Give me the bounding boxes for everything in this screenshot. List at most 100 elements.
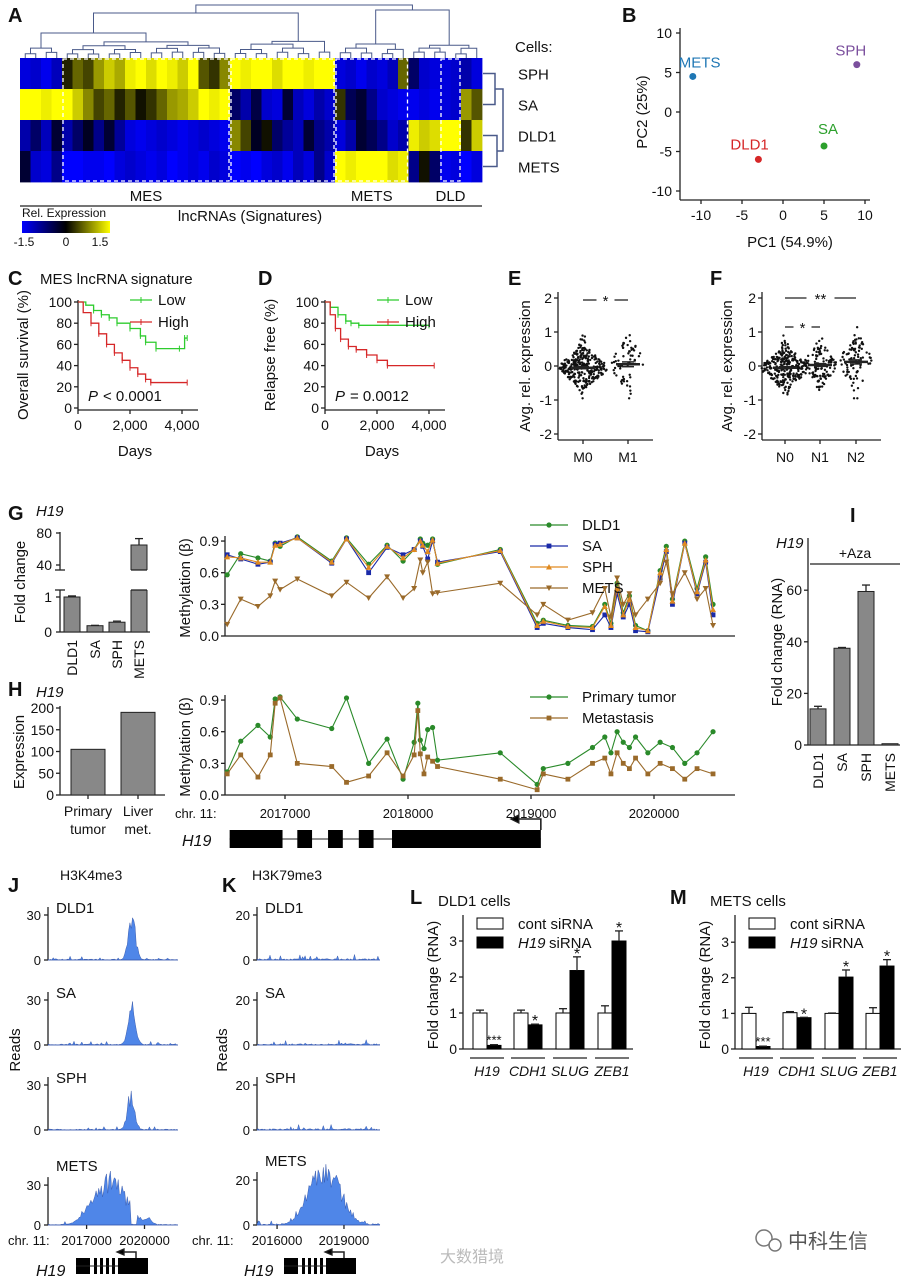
- data-point: [594, 375, 598, 379]
- data-point: [637, 354, 641, 358]
- row-dendrogram-branch: [483, 72, 496, 106]
- data-point: [762, 369, 765, 373]
- y-tick-label: 80: [303, 315, 319, 331]
- pca-point-label: SPH: [835, 43, 866, 60]
- exon: [118, 1258, 148, 1274]
- data-point: [593, 358, 596, 361]
- heatmap-cell: [125, 58, 136, 90]
- data-point: [614, 352, 618, 355]
- data-point: [865, 351, 868, 354]
- data-point: [587, 362, 591, 365]
- data-point: [818, 353, 821, 356]
- data-point: [586, 359, 589, 362]
- y-tick-label: 0: [243, 1123, 250, 1138]
- dendrogram-branch: [192, 51, 205, 58]
- heatmap-cell: [104, 151, 115, 183]
- data-point: [818, 349, 822, 353]
- heatmap-cell: [387, 58, 399, 90]
- y-tick-label: 40: [36, 557, 52, 573]
- heatmap-cell: [240, 120, 252, 152]
- data-point: [824, 377, 828, 380]
- legend-label: Metastasis: [582, 710, 654, 727]
- methylation-point: [620, 760, 626, 766]
- bar-cont-sirna: [824, 1012, 840, 1050]
- heatmap-cell: [356, 151, 367, 183]
- data-point: [576, 385, 579, 388]
- dendrogram-branch: [24, 53, 37, 58]
- legend-label: DLD1: [582, 517, 620, 534]
- x-tick-label: CDH1: [509, 1063, 547, 1079]
- data-point: [807, 359, 810, 363]
- y-tick-label: -5: [660, 144, 673, 160]
- methylation-point: [419, 542, 426, 548]
- dendrogram-branch: [434, 51, 446, 58]
- methylation-point: [384, 736, 390, 742]
- methylation-point: [224, 572, 230, 578]
- heatmap-cell: [261, 120, 273, 152]
- x-tick-label: -5: [736, 207, 749, 223]
- data-point: [584, 363, 587, 367]
- data-point: [771, 377, 775, 381]
- data-point: [849, 344, 852, 347]
- dendrogram-branch: [234, 52, 247, 58]
- data-point: [827, 373, 830, 376]
- dendrogram-branch: [255, 53, 268, 58]
- data-point: [787, 347, 790, 350]
- signature-label: MES: [130, 188, 163, 205]
- methylation-point: [254, 559, 261, 565]
- methylation-point: [267, 752, 273, 758]
- data-point: [781, 373, 785, 377]
- data-point: [622, 380, 626, 383]
- heatmap-cell: [198, 120, 210, 152]
- methylation-line-metastasis: [226, 696, 714, 791]
- x-tick-label: H19: [743, 1063, 769, 1079]
- data-point: [774, 362, 777, 366]
- x-tick-label: Primary: [64, 803, 112, 819]
- data-point: [781, 379, 785, 382]
- data-point: [814, 369, 817, 373]
- heatmap-cell: [429, 151, 441, 183]
- data-point: [783, 341, 787, 345]
- x-tick-label: SA: [834, 752, 850, 771]
- methylation-point: [365, 595, 372, 602]
- data-point: [573, 359, 577, 362]
- heatmap-cell: [408, 151, 420, 183]
- data-point: [848, 358, 851, 361]
- legend-marker: [546, 522, 552, 528]
- data-point: [600, 362, 604, 365]
- data-point: [568, 378, 571, 381]
- legend-label: siRNA: [549, 935, 592, 952]
- methylation-point: [602, 612, 608, 618]
- data-point: [617, 359, 620, 362]
- panel-label: H: [8, 679, 22, 701]
- data-point: [833, 367, 836, 370]
- methylation-point: [366, 570, 372, 576]
- data-point: [573, 352, 576, 355]
- significance-star: **: [815, 291, 827, 308]
- data-point: [799, 372, 803, 376]
- heatmap-cell: [167, 120, 178, 152]
- heatmap-cell: [230, 120, 241, 152]
- methylation-point: [415, 708, 421, 713]
- km-curve-high: [325, 301, 435, 367]
- p-value: < 0.0001: [103, 388, 162, 405]
- dendrogram-branch: [114, 48, 136, 54]
- data-point: [856, 353, 860, 356]
- heatmap-cell: [209, 89, 220, 121]
- data-point: [818, 339, 821, 343]
- chart-title: H19: [36, 684, 64, 701]
- dendrogram-branch: [345, 47, 367, 53]
- methylation-point: [434, 757, 441, 763]
- data-point: [780, 383, 784, 387]
- legend-label: SPH: [582, 559, 613, 576]
- data-point: [630, 346, 633, 349]
- heatmap-cell: [83, 89, 94, 121]
- methylation-point: [430, 724, 436, 731]
- heatmap-cell: [419, 58, 430, 90]
- heatmap-cell: [471, 89, 483, 121]
- bar-h19-sirna: [569, 970, 585, 1050]
- data-point: [598, 363, 602, 367]
- data-point: [585, 377, 588, 381]
- bar-cont-sirna: [865, 1012, 881, 1050]
- x-tick-label: ZEB1: [861, 1063, 897, 1079]
